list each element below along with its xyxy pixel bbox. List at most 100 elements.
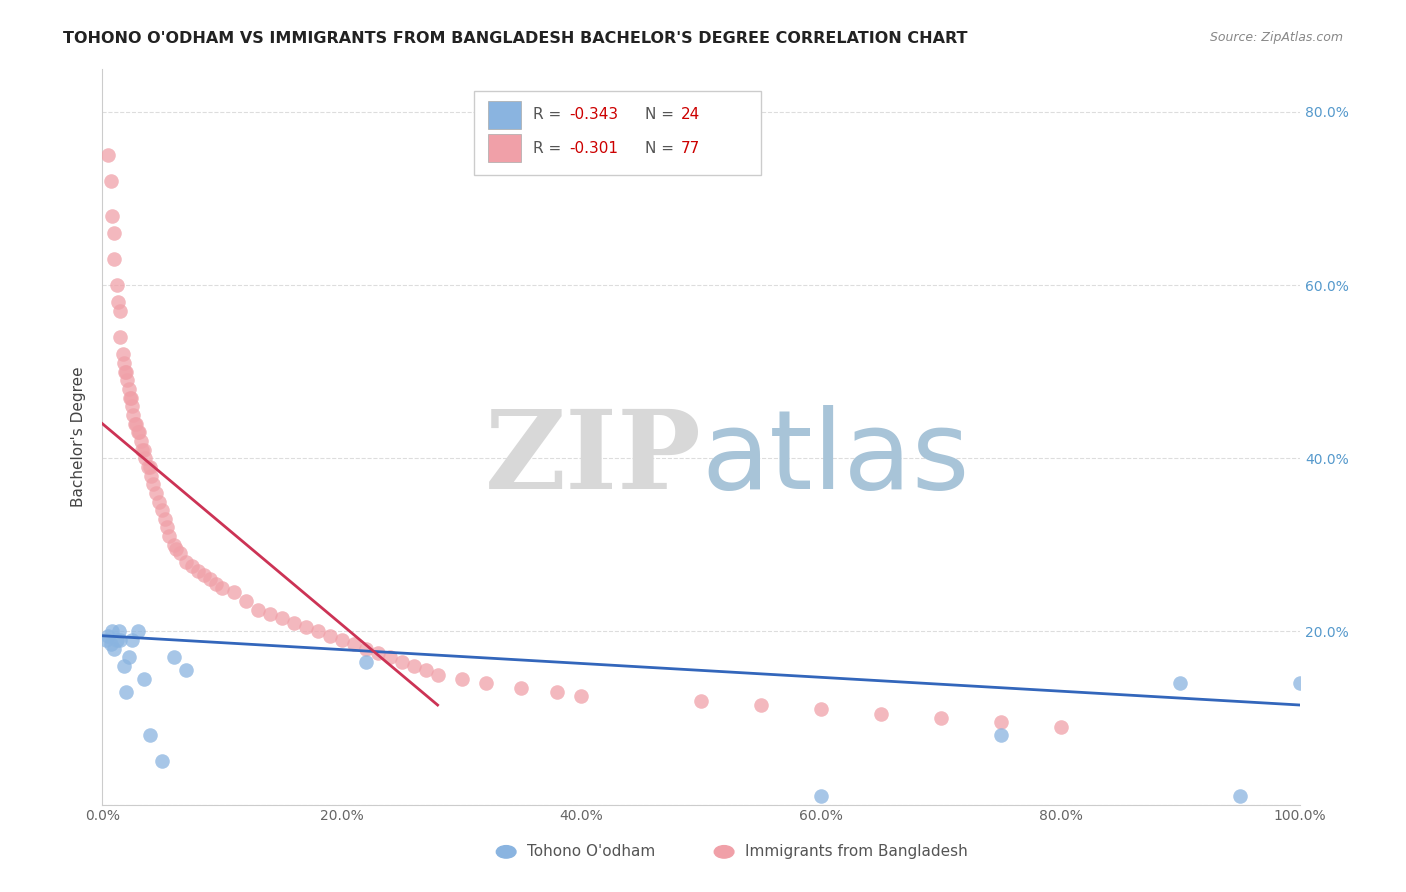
- Point: [112, 356, 135, 370]
- Text: Tohono O'odham: Tohono O'odham: [527, 845, 655, 859]
- Text: -0.301: -0.301: [569, 141, 619, 155]
- Point: [118, 391, 141, 405]
- Point: [869, 706, 891, 721]
- Point: [205, 576, 228, 591]
- Point: [163, 538, 186, 552]
- Point: [307, 624, 329, 639]
- Point: [157, 529, 180, 543]
- Point: [115, 685, 138, 699]
- Point: [546, 685, 568, 699]
- Text: -0.343: -0.343: [569, 107, 619, 122]
- Point: [97, 148, 120, 162]
- Point: [131, 442, 153, 457]
- Point: [810, 702, 832, 716]
- Point: [690, 694, 713, 708]
- Point: [108, 330, 131, 344]
- Y-axis label: Bachelor's Degree: Bachelor's Degree: [72, 367, 86, 507]
- Point: [136, 459, 159, 474]
- Point: [108, 624, 131, 639]
- Text: N =: N =: [645, 141, 679, 155]
- Point: [343, 637, 366, 651]
- Text: R =: R =: [533, 107, 567, 122]
- Point: [122, 408, 145, 422]
- Text: TOHONO O'ODHAM VS IMMIGRANTS FROM BANGLADESH BACHELOR'S DEGREE CORRELATION CHART: TOHONO O'ODHAM VS IMMIGRANTS FROM BANGLA…: [63, 31, 967, 46]
- Point: [354, 655, 377, 669]
- Point: [134, 451, 156, 466]
- Point: [117, 373, 139, 387]
- Point: [1289, 676, 1312, 690]
- Point: [187, 564, 209, 578]
- Point: [139, 728, 162, 742]
- Point: [107, 295, 129, 310]
- Point: [114, 365, 136, 379]
- Point: [181, 559, 204, 574]
- Point: [139, 459, 162, 474]
- Point: [749, 698, 772, 712]
- Point: [259, 607, 281, 621]
- Point: [193, 568, 215, 582]
- Point: [246, 603, 269, 617]
- Point: [426, 667, 449, 681]
- Point: [117, 382, 139, 396]
- Point: [295, 620, 318, 634]
- Point: [125, 417, 148, 431]
- Point: [378, 650, 401, 665]
- Point: [1168, 676, 1191, 690]
- Point: [153, 512, 176, 526]
- FancyBboxPatch shape: [488, 101, 522, 128]
- Point: [103, 641, 125, 656]
- Point: [270, 611, 292, 625]
- Point: [121, 633, 143, 648]
- Text: 24: 24: [681, 107, 700, 122]
- Point: [100, 174, 122, 188]
- Point: [319, 629, 342, 643]
- Point: [111, 347, 134, 361]
- Point: [134, 442, 156, 457]
- Point: [354, 641, 377, 656]
- Point: [415, 664, 437, 678]
- Point: [569, 690, 592, 704]
- Point: [97, 629, 120, 643]
- Point: [127, 425, 149, 440]
- Point: [283, 615, 305, 630]
- Point: [124, 417, 146, 431]
- Point: [929, 711, 952, 725]
- Point: [127, 624, 149, 639]
- Point: [402, 659, 425, 673]
- Point: [101, 624, 124, 639]
- Point: [129, 434, 152, 448]
- Point: [141, 468, 163, 483]
- Point: [510, 681, 533, 695]
- Point: [367, 646, 389, 660]
- Text: R =: R =: [533, 141, 567, 155]
- Point: [474, 676, 496, 690]
- Point: [990, 728, 1012, 742]
- Text: atlas: atlas: [702, 405, 970, 512]
- Point: [1229, 789, 1251, 803]
- Point: [222, 585, 245, 599]
- Point: [105, 633, 128, 648]
- Text: Source: ZipAtlas.com: Source: ZipAtlas.com: [1209, 31, 1343, 45]
- Point: [101, 209, 124, 223]
- Point: [150, 754, 173, 768]
- Text: ZIP: ZIP: [485, 405, 702, 512]
- Point: [174, 555, 197, 569]
- Point: [150, 503, 173, 517]
- Text: 77: 77: [681, 141, 700, 155]
- Point: [198, 573, 221, 587]
- Point: [169, 546, 191, 560]
- Point: [450, 672, 472, 686]
- Point: [166, 542, 188, 557]
- Point: [94, 633, 117, 648]
- Point: [391, 655, 413, 669]
- Point: [100, 637, 122, 651]
- Point: [330, 633, 353, 648]
- Point: [108, 633, 131, 648]
- Point: [134, 672, 156, 686]
- Point: [810, 789, 832, 803]
- Point: [103, 252, 125, 266]
- Text: N =: N =: [645, 107, 679, 122]
- Point: [121, 399, 143, 413]
- Point: [156, 520, 179, 534]
- Text: Immigrants from Bangladesh: Immigrants from Bangladesh: [745, 845, 967, 859]
